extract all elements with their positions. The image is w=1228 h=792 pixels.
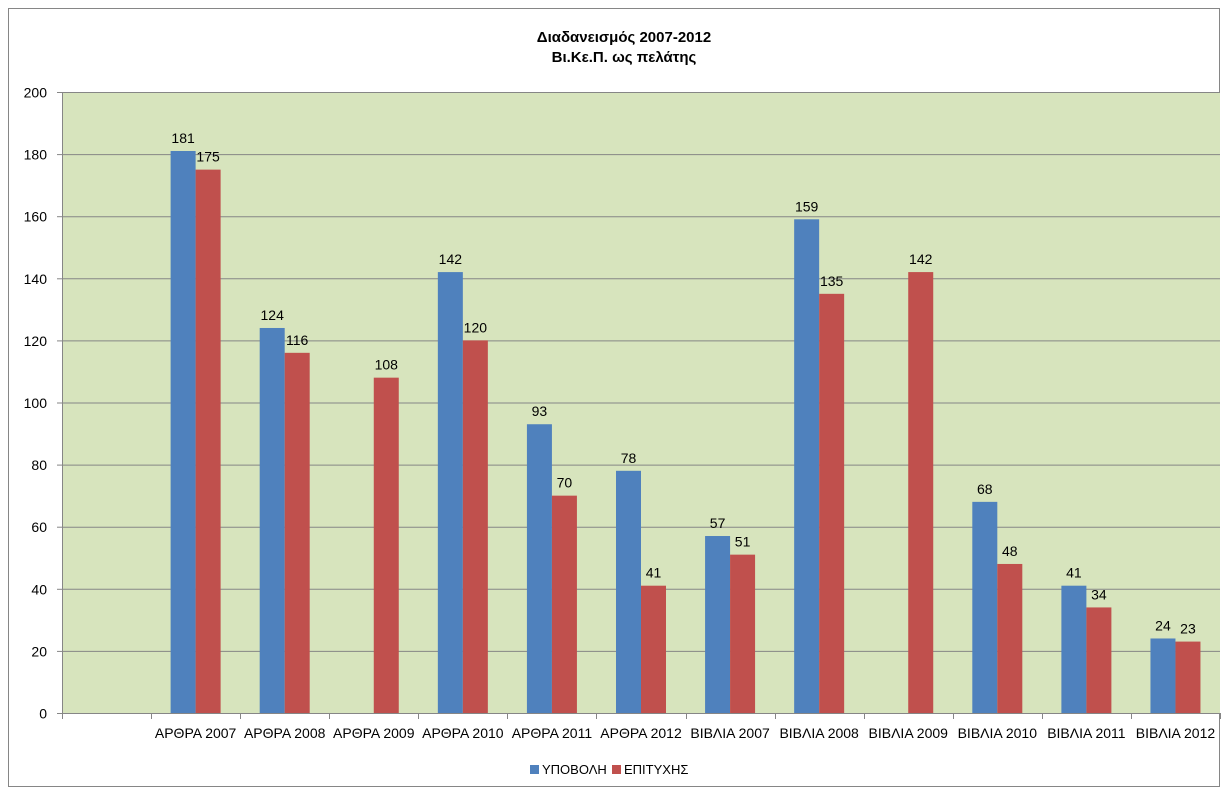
legend-item: ΕΠΙΤΥΧΗΣ [612, 762, 688, 777]
y-axis-ticks: 0 20 40 60 80 100 120 140 160 180 200 [24, 85, 1220, 722]
data-label: 41 [646, 565, 662, 581]
y-tick-label: 20 [31, 643, 47, 659]
data-label: 41 [1066, 565, 1082, 581]
data-label: 108 [375, 357, 399, 373]
bar-success [1086, 607, 1112, 713]
y-tick-label: 140 [24, 271, 48, 287]
legend-label: ΕΠΙΤΥΧΗΣ [624, 762, 688, 777]
bar-submission [616, 470, 641, 713]
data-label: 68 [977, 481, 993, 497]
bar-submission [972, 501, 998, 713]
bar-success [195, 169, 221, 713]
x-tick-label: ΑΡΘΡΑ 2009 [333, 725, 415, 741]
data-label: 34 [1091, 586, 1107, 602]
y-tick-label: 200 [24, 85, 48, 101]
data-label: 23 [1180, 621, 1196, 637]
y-tick-label: 180 [24, 147, 48, 163]
y-tick-label: 100 [24, 395, 48, 411]
x-tick-label: ΑΡΘΡΑ 2008 [244, 725, 326, 741]
y-tick-label: 60 [31, 519, 47, 535]
bar-success [373, 377, 399, 713]
data-label: 93 [532, 403, 548, 419]
data-label: 24 [1155, 617, 1171, 633]
bar-success [997, 563, 1023, 713]
bar-submission [259, 327, 285, 713]
bar-success [730, 554, 756, 713]
data-label: 124 [261, 307, 285, 323]
bars [170, 150, 1201, 713]
bar-success [1175, 641, 1201, 713]
x-tick-label: ΒΙΒΛΙΑ 2008 [779, 725, 859, 741]
bar-success [462, 340, 488, 713]
bar-submission [1061, 585, 1087, 713]
data-label: 78 [621, 450, 637, 466]
data-label: 70 [557, 475, 573, 491]
legend-label: ΥΠΟΒΟΛΗ [542, 762, 607, 777]
x-tick-label: ΑΡΘΡΑ 2007 [155, 725, 237, 741]
data-label: 120 [464, 319, 488, 335]
bar-submission [437, 272, 463, 713]
legend-swatch [612, 765, 621, 774]
data-label: 116 [286, 332, 309, 348]
x-tick-label: ΑΡΘΡΑ 2010 [422, 725, 504, 741]
bar-success [641, 585, 666, 713]
data-label: 142 [439, 251, 463, 267]
bar-submission [170, 150, 196, 713]
data-label: 51 [735, 534, 751, 550]
legend-swatch [530, 765, 539, 774]
x-tick-label: ΒΙΒΛΙΑ 2012 [1136, 725, 1216, 741]
data-label: 48 [1002, 543, 1018, 559]
data-label: 57 [710, 515, 726, 531]
x-tick-label: ΒΙΒΛΙΑ 2010 [958, 725, 1038, 741]
data-label: 175 [196, 149, 220, 165]
bar-submission [526, 424, 552, 713]
bar-submission [794, 219, 820, 713]
bar-success [908, 272, 934, 713]
bar-success [551, 495, 577, 713]
bar-success [819, 293, 845, 713]
data-label: 142 [909, 251, 933, 267]
x-tick-label: ΑΡΘΡΑ 2011 [512, 725, 593, 741]
data-label: 181 [171, 130, 195, 146]
legend-item: ΥΠΟΒΟΛΗ [530, 762, 607, 777]
bar-success [284, 352, 310, 713]
chart-subtitle: Βι.Κε.Π. ως πελάτης [552, 49, 697, 66]
y-tick-label: 40 [31, 581, 47, 597]
data-label: 135 [820, 273, 844, 289]
y-tick-label: 80 [31, 457, 47, 473]
x-tick-label: ΒΙΒΛΙΑ 2011 [1047, 725, 1126, 741]
y-tick-label: 160 [24, 209, 48, 225]
x-tick-label: ΒΙΒΛΙΑ 2009 [869, 725, 949, 741]
x-tick-label: ΑΡΘΡΑ 2012 [600, 725, 682, 741]
bar-submission [1150, 638, 1176, 713]
y-tick-label: 120 [24, 333, 48, 349]
x-tick-label: ΒΙΒΛΙΑ 2007 [690, 725, 770, 741]
chart-title: Διαδανεισμός 2007-2012 [537, 29, 711, 46]
data-label: 159 [795, 198, 819, 214]
y-tick-label: 0 [39, 706, 47, 722]
bar-submission [705, 536, 731, 713]
x-axis-ticks: ΑΡΘΡΑ 2007 ΑΡΘΡΑ 2008 ΑΡΘΡΑ 2009 ΑΡΘΡΑ 2010… [62, 713, 1221, 741]
legend: ΥΠΟΒΟΛΗ ΕΠΙΤΥΧΗΣ [530, 762, 688, 777]
